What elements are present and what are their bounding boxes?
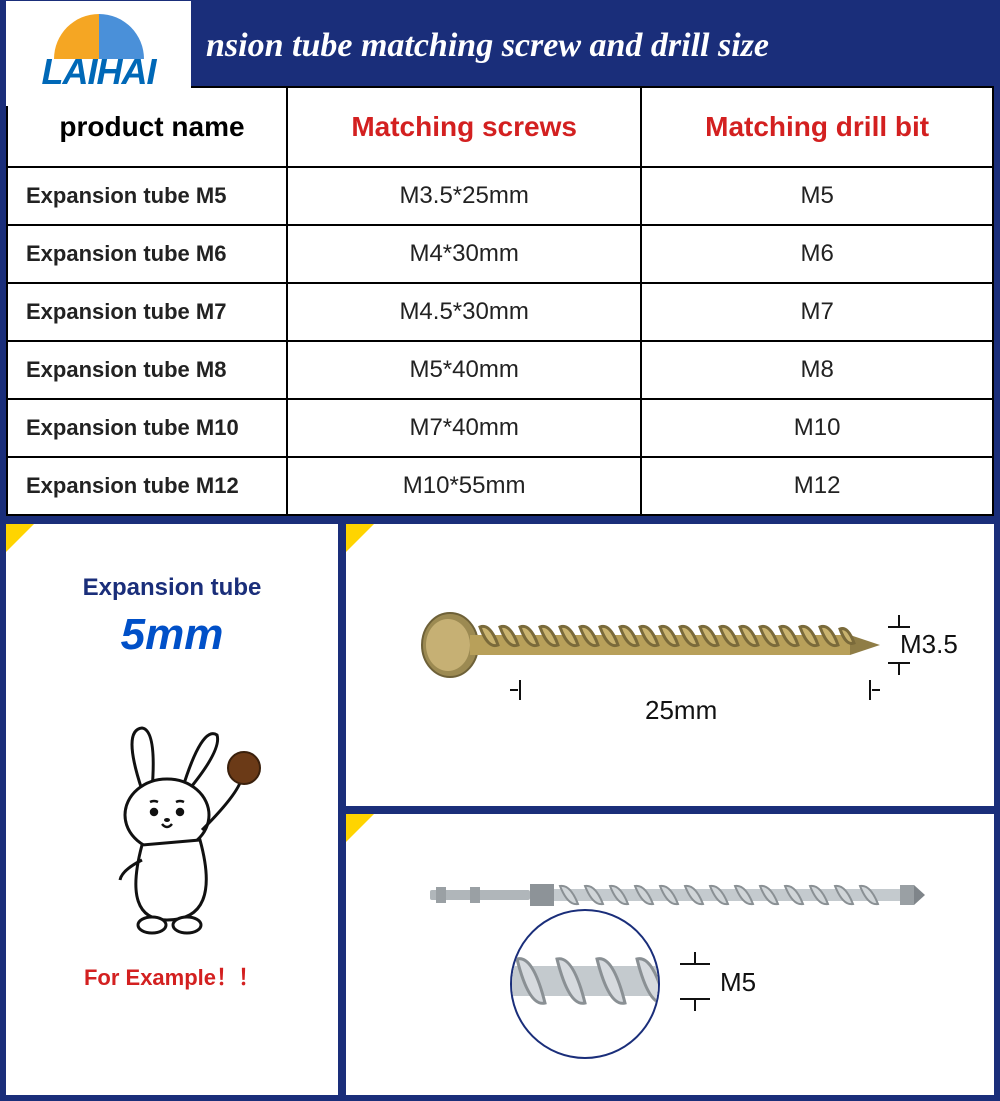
drill-cell: M5 bbox=[641, 167, 993, 225]
col-header-drill-bit: Matching drill bit bbox=[641, 87, 993, 167]
sizing-table-wrap: product name Matching screws Matching dr… bbox=[6, 86, 994, 516]
table-row: Expansion tube M10M7*40mmM10 bbox=[7, 399, 993, 457]
example-right-column: 25mm M3.5 bbox=[346, 524, 994, 1095]
corner-accent-icon bbox=[346, 814, 374, 842]
table-row: Expansion tube M12M10*55mmM12 bbox=[7, 457, 993, 515]
product-name-cell: Expansion tube M7 bbox=[7, 283, 287, 341]
header-bar: LAIHAI nsion tube matching screw and dri… bbox=[6, 6, 994, 86]
example-label: Expansion tube bbox=[83, 574, 262, 602]
page: LAIHAI nsion tube matching screw and dri… bbox=[0, 0, 1000, 1101]
example-left-panel: Expansion tube 5mm bbox=[6, 524, 338, 1095]
screw-diameter-label: M3.5 bbox=[900, 629, 958, 660]
table-row: Expansion tube M6M4*30mmM6 bbox=[7, 225, 993, 283]
drill-cell: M7 bbox=[641, 283, 993, 341]
screw-cell: M4*30mm bbox=[287, 225, 641, 283]
sizing-table: product name Matching screws Matching dr… bbox=[6, 86, 994, 516]
drill-zoom-circle bbox=[510, 909, 660, 1059]
example-caption: For Example！！ bbox=[84, 960, 260, 992]
logo-text: LAIHAI bbox=[42, 51, 156, 93]
example-size: 5mm bbox=[121, 610, 224, 660]
product-name-cell: Expansion tube M12 bbox=[7, 457, 287, 515]
table-row: Expansion tube M8M5*40mmM8 bbox=[7, 341, 993, 399]
drill-cell: M12 bbox=[641, 457, 993, 515]
screw-panel: 25mm M3.5 bbox=[346, 524, 994, 806]
screw-cell: M3.5*25mm bbox=[287, 167, 641, 225]
screw-length-label: 25mm bbox=[645, 695, 717, 726]
drill-cell: M10 bbox=[641, 399, 993, 457]
product-name-cell: Expansion tube M5 bbox=[7, 167, 287, 225]
screw-cell: M4.5*30mm bbox=[287, 283, 641, 341]
brand-logo: LAIHAI bbox=[6, 1, 191, 106]
table-row: Expansion tube M5M3.5*25mmM5 bbox=[7, 167, 993, 225]
drill-diameter-label: M5 bbox=[720, 967, 756, 998]
page-title: nsion tube matching screw and drill size bbox=[206, 27, 769, 65]
product-name-cell: Expansion tube M10 bbox=[7, 399, 287, 457]
drill-panel: M5 bbox=[346, 814, 994, 1096]
bunny-illustration bbox=[72, 720, 272, 950]
corner-accent-icon bbox=[346, 524, 374, 552]
table-row: Expansion tube M7M4.5*30mmM7 bbox=[7, 283, 993, 341]
drill-cell: M8 bbox=[641, 341, 993, 399]
screw-graphic: 25mm M3.5 bbox=[400, 585, 940, 745]
screw-cell: M10*55mm bbox=[287, 457, 641, 515]
product-name-cell: Expansion tube M6 bbox=[7, 225, 287, 283]
drill-cell: M6 bbox=[641, 225, 993, 283]
corner-accent-icon bbox=[6, 524, 34, 552]
screw-cell: M7*40mm bbox=[287, 399, 641, 457]
example-panels: Expansion tube 5mm bbox=[6, 516, 994, 1095]
screw-cell: M5*40mm bbox=[287, 341, 641, 399]
col-header-screws: Matching screws bbox=[287, 87, 641, 167]
product-name-cell: Expansion tube M8 bbox=[7, 341, 287, 399]
drill-graphic: M5 bbox=[390, 854, 950, 1054]
